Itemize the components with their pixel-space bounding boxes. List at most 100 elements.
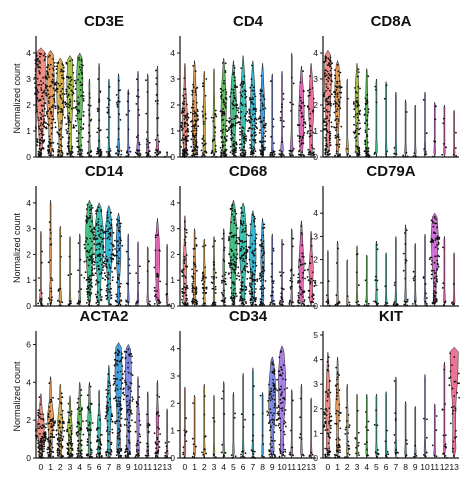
data-point [232, 143, 235, 146]
data-point [239, 152, 242, 155]
data-point [48, 221, 51, 224]
data-point [239, 123, 241, 126]
data-point [61, 109, 64, 112]
violin-cluster-11 [290, 228, 293, 307]
data-point [254, 291, 256, 293]
x-tick-label: 8 [116, 462, 121, 472]
data-point [86, 250, 88, 253]
data-point [231, 132, 233, 135]
data-point [335, 89, 338, 91]
data-point [230, 454, 233, 457]
data-point [185, 288, 187, 291]
data-point [245, 137, 248, 140]
data-point [242, 228, 245, 231]
data-point [228, 120, 230, 123]
data-point [96, 131, 99, 134]
data-point [259, 272, 262, 275]
data-point [272, 378, 275, 381]
data-point [34, 76, 36, 79]
data-point [129, 150, 132, 153]
data-point [270, 411, 272, 414]
data-point [214, 292, 217, 294]
data-point [57, 149, 60, 151]
data-point [233, 79, 236, 82]
data-point [102, 255, 105, 258]
data-point [79, 442, 81, 445]
data-point [138, 413, 141, 416]
data-point [66, 447, 68, 450]
y-tick-label: 3 [26, 74, 31, 84]
data-point [58, 440, 60, 443]
data-point [253, 93, 256, 95]
data-point [158, 249, 161, 252]
data-point [230, 139, 233, 142]
data-point [220, 95, 222, 98]
data-point [41, 424, 44, 426]
data-point [146, 143, 148, 146]
data-point [58, 146, 60, 149]
data-point [354, 131, 357, 133]
data-point [42, 97, 45, 100]
data-point [126, 100, 129, 103]
data-point [57, 398, 60, 400]
data-point [262, 254, 264, 257]
data-point [51, 73, 54, 76]
data-point [300, 225, 303, 228]
data-point [204, 292, 207, 295]
data-point [326, 130, 329, 133]
data-point [324, 447, 327, 450]
data-point [108, 382, 111, 384]
data-point [78, 118, 81, 121]
data-point [78, 59, 80, 61]
data-point [254, 134, 256, 137]
data-point [242, 90, 244, 93]
data-point [283, 420, 286, 422]
data-point [259, 88, 262, 91]
y-axis-label: Normalized count [12, 361, 22, 432]
data-point [80, 63, 83, 66]
data-point [203, 289, 205, 292]
data-point [108, 155, 111, 158]
data-point [333, 111, 336, 114]
data-point [230, 271, 233, 274]
data-point [107, 152, 110, 155]
points-cluster-6 [92, 206, 106, 307]
data-point [271, 457, 273, 459]
data-point [254, 269, 257, 272]
data-point [232, 294, 235, 297]
data-point [335, 152, 338, 155]
data-point [384, 285, 387, 288]
data-point [235, 155, 237, 158]
data-point [89, 135, 91, 137]
violin-cluster-5 [88, 78, 91, 158]
y-tick-label: 4 [26, 198, 31, 208]
y-tick-label: 2 [26, 100, 31, 110]
data-point [192, 141, 195, 144]
data-point [252, 98, 255, 101]
data-point [238, 147, 241, 149]
data-point [90, 284, 93, 287]
data-point [353, 103, 355, 105]
data-point [158, 396, 161, 398]
data-point [130, 372, 132, 375]
data-point [276, 378, 278, 381]
data-point [125, 435, 128, 438]
data-point [259, 129, 261, 132]
data-point [95, 302, 98, 304]
data-point [283, 431, 285, 433]
data-point [85, 208, 88, 211]
data-point [88, 433, 91, 436]
data-point [62, 435, 65, 438]
data-point [354, 136, 356, 139]
data-point [38, 148, 41, 150]
data-point [90, 220, 93, 223]
data-point [76, 435, 79, 437]
data-point [430, 263, 433, 266]
data-point [149, 155, 152, 158]
data-point [322, 93, 325, 96]
data-point [278, 153, 281, 156]
data-point [211, 155, 214, 158]
points-cluster-0 [323, 356, 333, 459]
data-point [251, 127, 254, 130]
data-point [250, 118, 253, 121]
